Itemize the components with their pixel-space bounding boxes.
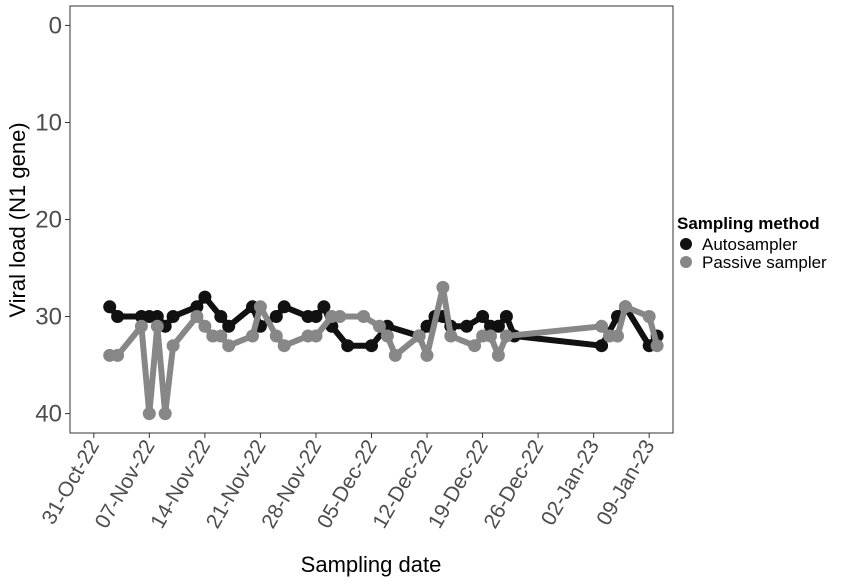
legend-title: Sampling method xyxy=(677,214,820,233)
data-point xyxy=(372,319,386,333)
data-point xyxy=(595,319,609,333)
data-point xyxy=(253,300,267,314)
data-point xyxy=(269,329,283,343)
data-point xyxy=(611,329,624,343)
data-point xyxy=(166,310,180,323)
data-point xyxy=(420,348,434,362)
data-point xyxy=(484,329,497,343)
y-tick-label: 10 xyxy=(35,109,62,136)
data-point xyxy=(222,339,236,353)
data-point xyxy=(111,348,125,362)
data-point xyxy=(357,310,371,323)
data-point xyxy=(499,310,513,323)
legend-marker-autosampler xyxy=(680,238,692,250)
y-axis-title: Viral load (N1 gene) xyxy=(5,122,30,317)
data-point xyxy=(198,319,212,333)
data-point xyxy=(499,329,513,343)
series-passive-sampler xyxy=(103,280,664,421)
data-point xyxy=(468,339,482,353)
legend-marker-passive-sampler xyxy=(680,256,692,268)
data-point xyxy=(491,348,505,362)
data-point xyxy=(150,310,164,323)
data-point xyxy=(277,339,291,353)
data-point xyxy=(618,300,632,314)
data-point xyxy=(444,329,458,343)
data-point xyxy=(111,310,125,323)
x-axis: 31-Oct-2207-Nov-2214-Nov-2221-Nov-2228-N… xyxy=(38,433,660,532)
data-point xyxy=(166,339,180,353)
data-point xyxy=(650,339,664,353)
series-autosampler xyxy=(103,290,664,353)
data-point xyxy=(309,310,323,323)
data-point xyxy=(309,329,323,343)
data-point xyxy=(317,300,331,314)
data-point xyxy=(365,339,378,353)
y-tick-label: 30 xyxy=(35,304,62,331)
data-point xyxy=(277,300,291,314)
data-point xyxy=(190,300,204,314)
data-point xyxy=(412,329,426,343)
data-point xyxy=(246,329,259,343)
data-point xyxy=(436,280,450,294)
data-point xyxy=(380,329,394,343)
data-point xyxy=(476,310,490,323)
legend-label-passive-sampler: Passive sampler xyxy=(702,253,827,272)
y-tick-label: 20 xyxy=(35,207,62,234)
data-point xyxy=(460,319,474,333)
x-axis-title: Sampling date xyxy=(301,552,442,577)
data-point xyxy=(142,407,156,421)
data-point xyxy=(190,310,204,323)
series-layer xyxy=(103,280,664,421)
data-point xyxy=(150,319,164,333)
data-point xyxy=(642,310,656,323)
legend: Sampling method Autosampler Passive samp… xyxy=(677,214,827,272)
data-point xyxy=(269,310,283,323)
data-point xyxy=(134,319,148,333)
data-point xyxy=(214,329,228,343)
data-point xyxy=(158,407,172,421)
data-point xyxy=(491,319,505,333)
data-point xyxy=(222,319,236,333)
data-point xyxy=(595,339,609,353)
data-point xyxy=(214,310,228,323)
y-tick-label: 40 xyxy=(35,401,62,428)
legend-label-autosampler: Autosampler xyxy=(702,235,798,254)
data-point xyxy=(198,290,212,304)
y-axis: 0 10 20 30 40 xyxy=(35,12,70,428)
data-point xyxy=(341,339,355,353)
data-point xyxy=(103,300,117,314)
data-point xyxy=(388,348,402,362)
data-point xyxy=(333,310,347,323)
y-tick-label: 0 xyxy=(49,12,62,39)
